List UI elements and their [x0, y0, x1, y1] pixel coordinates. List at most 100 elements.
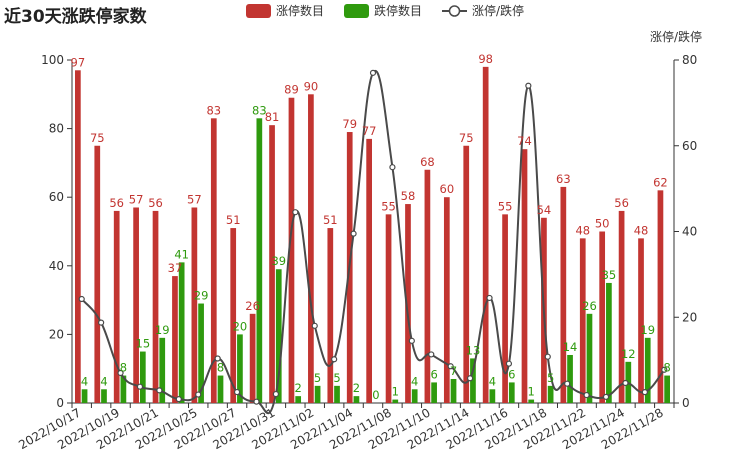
ratio-line-point: [233, 388, 241, 396]
limit-up-value-label: 79: [342, 117, 357, 131]
limit-down-value-label: 4: [411, 374, 418, 388]
limit-up-bar: [482, 66, 489, 404]
limit-down-value-label: 41: [174, 247, 189, 261]
y-left-tick-label: 0: [56, 396, 64, 410]
limit-down-value-label: 8: [663, 361, 670, 375]
ratio-line-point: [350, 230, 357, 237]
limit-up-bar: [113, 210, 120, 403]
limit-up-bar: [405, 204, 411, 403]
ratio-line-point: [389, 164, 396, 171]
limit-down-value-label: 5: [314, 371, 321, 385]
limit-down-bar: [217, 375, 224, 403]
ratio-line-point: [331, 356, 338, 363]
limit-up-bar: [133, 207, 139, 403]
chart-title: 近30天涨跌停家数: [4, 7, 147, 27]
y-left-tick-label: 60: [49, 190, 64, 204]
y-right-tick-label: 40: [682, 225, 697, 239]
bars: [75, 66, 670, 404]
limit-down-value-label: 15: [136, 337, 151, 351]
ratio-line-point: [117, 369, 124, 377]
limit-down-value-label: 1: [528, 385, 535, 399]
limit-down-bar: [547, 385, 554, 403]
limit-up-value-label: 77: [362, 124, 377, 138]
limit-down-bar: [198, 303, 204, 403]
limit-down-value-label: 39: [271, 254, 286, 268]
limit-up-bar: [327, 228, 334, 403]
limit-up-bar: [443, 197, 450, 403]
limit-down-value-label: 83: [252, 103, 267, 117]
legend-swatch: [246, 4, 271, 18]
limit-up-bar: [230, 228, 237, 403]
limit-down-bar: [664, 375, 670, 403]
limit-up-value-label: 58: [401, 189, 416, 203]
limit-down-bar: [353, 396, 360, 403]
limit-up-value-label: 51: [323, 213, 338, 227]
y-left-tick-label: 80: [49, 122, 64, 136]
ratio-line-point: [408, 337, 415, 344]
limit-down-value-label: 14: [563, 340, 578, 354]
limit-down-value-label: 8: [217, 361, 224, 375]
limit-down-bar: [450, 378, 457, 403]
limit-up-value-label: 97: [71, 55, 86, 69]
limit-down-bar: [275, 269, 282, 403]
limit-down-value-label: 13: [466, 343, 481, 357]
limit-down-value-label: 6: [508, 367, 515, 381]
limit-up-bar: [657, 190, 664, 403]
limit-down-value-label: 4: [100, 374, 107, 388]
limit-down-value-label: 35: [602, 268, 617, 282]
limit-down-value-label: 5: [547, 371, 554, 385]
limit-down-bar: [528, 399, 535, 403]
ratio-line-point: [272, 390, 280, 398]
legend-label: 涨停/跌停: [472, 3, 524, 18]
limit-down-value-label: 4: [81, 374, 88, 388]
limit-up-value-label: 55: [381, 199, 396, 213]
ratio-line-point: [544, 353, 551, 360]
limit-up-value-label: 81: [265, 110, 280, 124]
limit-down-value-label: 29: [194, 289, 209, 303]
ratio-line-point: [175, 396, 182, 403]
limit-down-bar: [567, 354, 573, 403]
ratio-line-point: [661, 366, 668, 373]
ratio-line-point: [78, 295, 85, 303]
ratio-line-point: [98, 319, 105, 326]
ratio-line-point: [505, 360, 513, 367]
limit-down-value-label: 0: [372, 388, 379, 402]
limit-down-bar: [237, 334, 243, 403]
ratio-line-path: [80, 69, 666, 414]
limit-up-bar: [579, 238, 586, 403]
limit-down-value-label: 8: [120, 361, 127, 375]
y-left-tick-label: 20: [49, 327, 64, 341]
limit-up-value-label: 56: [148, 196, 163, 210]
limit-up-value-label: 60: [440, 182, 455, 196]
limit-down-bar: [81, 389, 88, 403]
limit-up-bar: [463, 145, 470, 403]
legend: 涨停数目 跌停数目 涨停/跌停: [246, 3, 524, 18]
ratio-line-point: [466, 375, 474, 382]
limit-up-value-label: 48: [634, 223, 649, 237]
limit-down-bar: [470, 358, 476, 403]
ratio-line-point: [311, 322, 318, 329]
ratio-line-point: [641, 389, 648, 396]
limit-up-bar: [560, 186, 567, 403]
limit-up-value-label: 68: [420, 155, 435, 169]
ratio-line-point: [214, 355, 221, 362]
limit-up-value-label: 56: [109, 196, 124, 210]
limit-up-bar: [269, 125, 275, 404]
limit-up-value-label: 55: [498, 199, 513, 213]
ratio-line-point: [428, 351, 435, 358]
limit-down-value-label: 19: [155, 323, 170, 337]
limit-down-bar: [411, 389, 418, 403]
limit-up-value-label: 98: [478, 52, 493, 66]
limit-up-value-label: 37: [168, 261, 183, 275]
limit-up-value-label: 62: [653, 175, 668, 189]
limit-up-value-label: 63: [556, 172, 571, 186]
legend-swatch: [344, 4, 369, 18]
y-right-tick-label: 60: [682, 139, 697, 153]
limit-up-bar: [191, 207, 198, 403]
limit-up-bar: [75, 70, 81, 403]
limit-up-bar: [385, 214, 392, 403]
limit-down-bar: [392, 399, 399, 403]
ratio-line-point: [292, 209, 299, 216]
